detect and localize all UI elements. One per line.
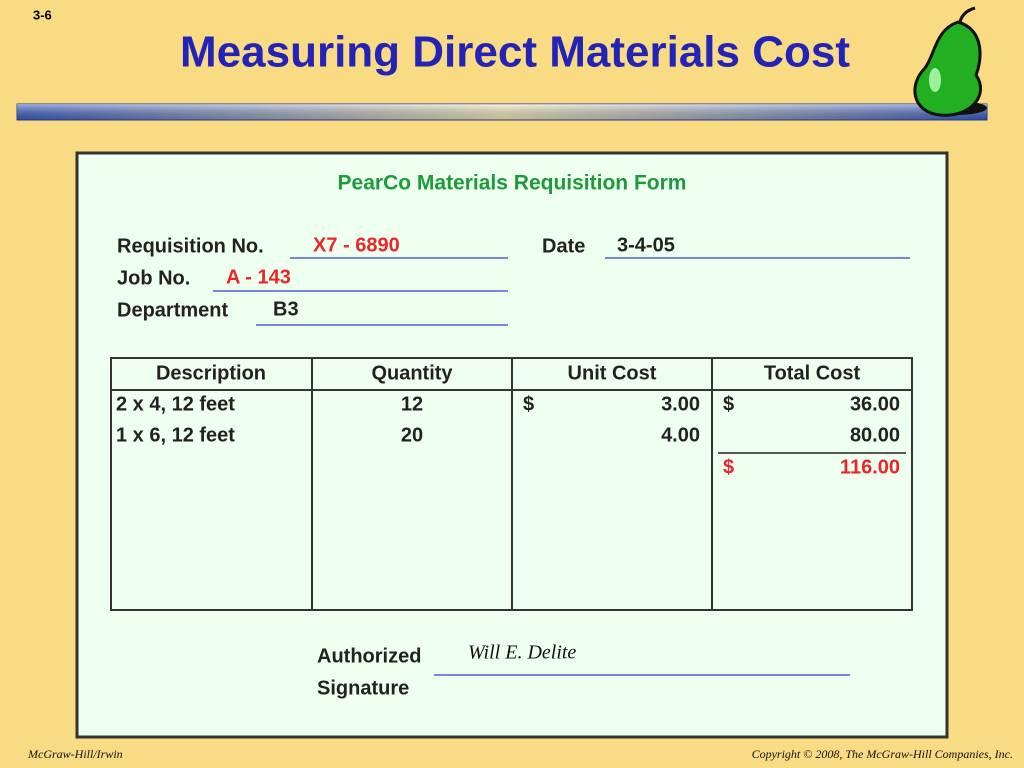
cell-currency: $ bbox=[523, 393, 534, 415]
slide-number: 3-6 bbox=[33, 7, 52, 22]
total-amount: 116.00 bbox=[840, 456, 900, 478]
footer-right: Copyright © 2008, The McGraw-Hill Compan… bbox=[752, 747, 1013, 761]
cell: 4.00 bbox=[661, 424, 700, 446]
total-currency: $ bbox=[723, 456, 734, 478]
column-header: Total Cost bbox=[764, 362, 861, 384]
field-label: Date bbox=[542, 235, 585, 257]
signature: Will E. Delite bbox=[468, 642, 576, 664]
column-header: Quantity bbox=[371, 362, 453, 384]
field-value: A - 143 bbox=[226, 266, 291, 288]
field-label: Job No. bbox=[117, 267, 190, 289]
cell: 3.00 bbox=[661, 393, 700, 415]
cell: 2 x 4, 12 feet bbox=[116, 393, 235, 415]
cell: 12 bbox=[401, 393, 423, 415]
footer-left: McGraw-Hill/Irwin bbox=[27, 747, 123, 761]
cell: 80.00 bbox=[850, 424, 900, 446]
field-value: 3-4-05 bbox=[617, 234, 675, 256]
slide-title: Measuring Direct Materials Cost bbox=[180, 28, 850, 77]
pear-icon bbox=[913, 6, 987, 117]
field-label: Department bbox=[117, 299, 228, 321]
field-value: B3 bbox=[273, 298, 299, 320]
auth-label: Signature bbox=[317, 677, 409, 699]
cell: 20 bbox=[401, 424, 423, 446]
column-header: Description bbox=[156, 362, 266, 384]
title-bar-shade bbox=[17, 104, 987, 120]
cell: 1 x 6, 12 feet bbox=[116, 424, 235, 446]
cell-currency: $ bbox=[723, 393, 734, 415]
cell: 36.00 bbox=[850, 393, 900, 415]
auth-label: Authorized bbox=[317, 645, 421, 667]
form-title: PearCo Materials Requisition Form bbox=[338, 172, 687, 195]
column-header: Unit Cost bbox=[568, 362, 657, 384]
field-label: Requisition No. bbox=[117, 235, 264, 257]
field-value: X7 - 6890 bbox=[313, 234, 400, 256]
items-table: Description Quantity Unit Cost Total Cos… bbox=[110, 357, 913, 611]
